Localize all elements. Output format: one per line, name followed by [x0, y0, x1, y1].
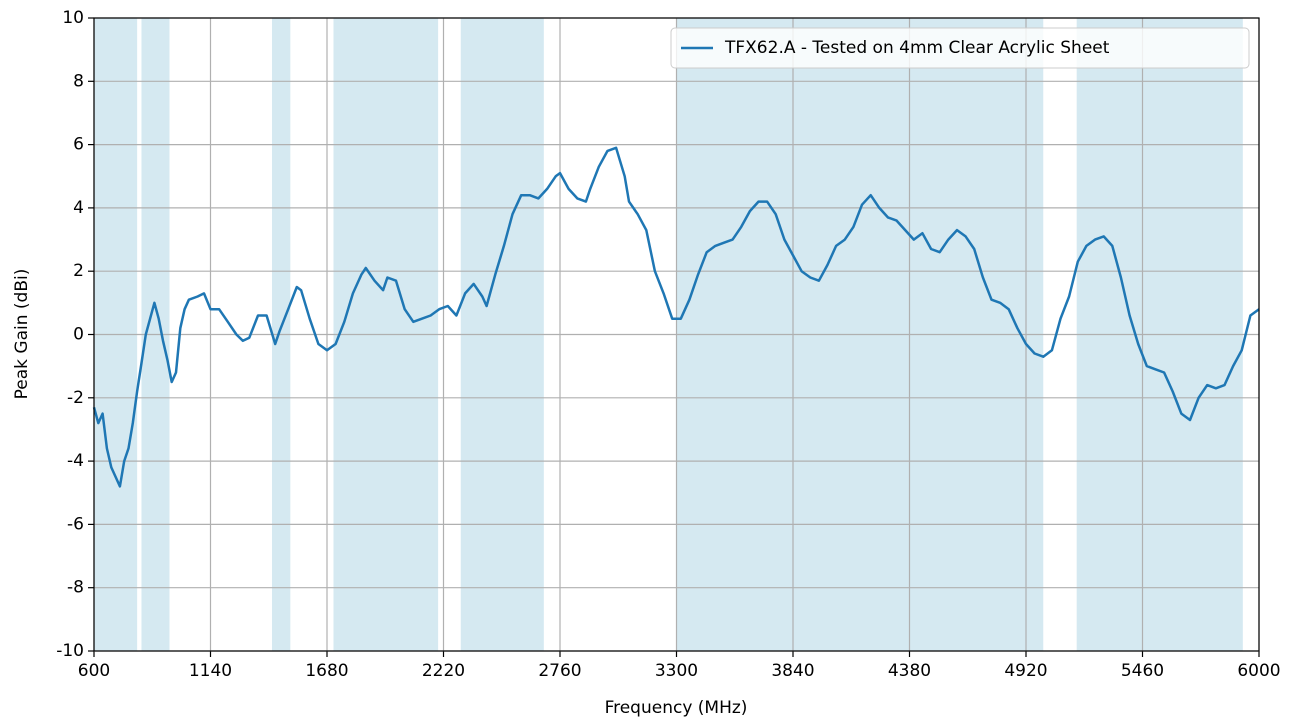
- y-tick-label: 10: [62, 8, 84, 28]
- x-tick-label: 4920: [1004, 661, 1047, 681]
- y-tick-label: -2: [67, 388, 84, 408]
- x-tick-label: 6000: [1237, 661, 1280, 681]
- y-tick-label: 2: [73, 261, 84, 281]
- x-axis-label: Frequency (MHz): [605, 698, 748, 718]
- x-tick-label: 2760: [538, 661, 581, 681]
- y-tick-label: 8: [73, 71, 84, 91]
- x-tick-label: 4380: [888, 661, 931, 681]
- data-line: [92, 146, 1260, 488]
- y-tick-label: 6: [73, 135, 84, 155]
- plot-frame: [93, 17, 1260, 652]
- y-tick-label: -4: [67, 451, 84, 471]
- y-tick-label: 4: [73, 198, 84, 218]
- x-tick-label: 2220: [422, 661, 465, 681]
- x-tick-label: 3300: [655, 661, 698, 681]
- x-tick-label: 5460: [1121, 661, 1164, 681]
- x-tick-label: 3840: [771, 661, 814, 681]
- x-tick-label: 600: [78, 661, 110, 681]
- y-axis-label: Peak Gain (dBi): [12, 269, 32, 400]
- y-tick-label: -6: [67, 514, 84, 534]
- y-tick-label: -10: [56, 641, 84, 661]
- x-tick-label: 1140: [189, 661, 232, 681]
- x-tick-label: 1680: [305, 661, 348, 681]
- legend-box: [670, 27, 1250, 69]
- y-tick-label: -8: [67, 578, 84, 598]
- legend-label: TFX62.A - Tested on 4mm Clear Acrylic Sh…: [724, 38, 1110, 58]
- y-tick-label: 0: [73, 325, 84, 345]
